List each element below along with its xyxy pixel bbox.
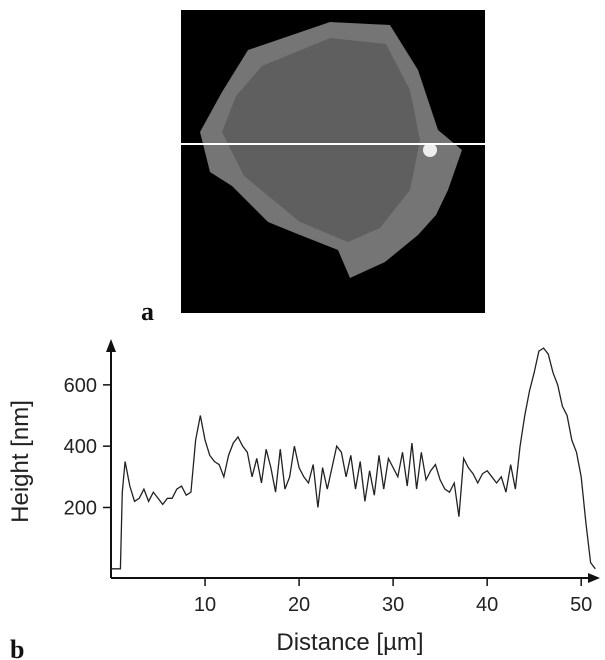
y-tick-label: 400 (64, 436, 97, 458)
x-tick-label: 10 (194, 594, 216, 616)
panel-label: b (10, 635, 24, 660)
y-axis-label: Height [nm] (7, 400, 34, 523)
x-axis-label: Distance [µm] (276, 629, 423, 656)
y-tick-label: 200 (64, 497, 97, 519)
x-tick-label: 50 (570, 594, 592, 616)
x-tick-label: 40 (476, 594, 498, 616)
x-tick-label: 20 (288, 594, 310, 616)
panel-label: a (141, 297, 154, 326)
y-tick-label: 600 (64, 375, 97, 397)
x-axis-arrow (588, 573, 600, 583)
microscope-image (181, 10, 485, 313)
y-axis-arrow (106, 339, 116, 352)
x-tick-label: 30 (382, 594, 404, 616)
data-line (111, 347, 596, 570)
line-chart: 200 400 600 10 20 30 40 50 Distance [µm] Height [… (7, 339, 600, 656)
